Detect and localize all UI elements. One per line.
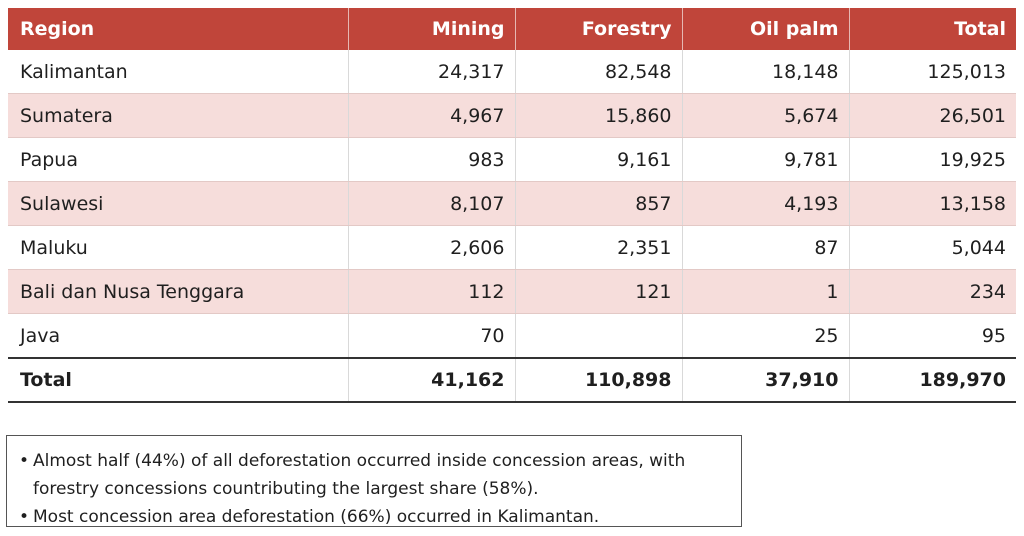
table-total-row: Total 41,162 110,898 37,910 189,970 [8, 357, 1016, 403]
cell-region: Bali dan Nusa Tenggara [8, 269, 349, 314]
column-header-region: Region [8, 8, 349, 50]
cell-forestry: 9,161 [515, 137, 683, 182]
cell-oil-palm: 4,193 [682, 181, 850, 226]
cell-total: 26,501 [849, 93, 1016, 138]
total-label: Total [8, 357, 349, 403]
bullet-icon: • [19, 451, 30, 471]
key-findings-box: • Almost half (44%) of all deforestation… [6, 435, 742, 527]
cell-mining: 2,606 [348, 225, 516, 270]
column-header-oil-palm: Oil palm [682, 8, 850, 50]
cell-region: Kalimantan [8, 50, 349, 94]
table-row: Sumatera 4,967 15,860 5,674 26,501 [8, 93, 1016, 138]
deforestation-table-container: Region Mining Forestry Oil palm Total Ka… [8, 8, 1016, 403]
cell-mining: 112 [348, 269, 516, 314]
total-forestry: 110,898 [515, 357, 683, 403]
cell-total: 234 [849, 269, 1016, 314]
cell-total: 125,013 [849, 50, 1016, 94]
cell-forestry [515, 313, 683, 359]
deforestation-by-region-table: Region Mining Forestry Oil palm Total Ka… [8, 8, 1016, 403]
cell-forestry: 857 [515, 181, 683, 226]
cell-total: 19,925 [849, 137, 1016, 182]
cell-mining: 983 [348, 137, 516, 182]
cell-total: 95 [849, 313, 1016, 359]
cell-oil-palm: 18,148 [682, 50, 850, 94]
total-oil-palm: 37,910 [682, 357, 850, 403]
cell-oil-palm: 87 [682, 225, 850, 270]
cell-region: Papua [8, 137, 349, 182]
finding-item: • Most concession area deforestation (66… [19, 503, 731, 531]
table-row: Maluku 2,606 2,351 87 5,044 [8, 225, 1016, 270]
finding-text: Most concession area deforestation (66%)… [33, 507, 600, 527]
column-header-total: Total [849, 8, 1016, 50]
table-row: Sulawesi 8,107 857 4,193 13,158 [8, 181, 1016, 226]
table-row: Java 70 25 95 [8, 313, 1016, 359]
table-row: Papua 983 9,161 9,781 19,925 [8, 137, 1016, 182]
cell-oil-palm: 5,674 [682, 93, 850, 138]
cell-region: Maluku [8, 225, 349, 270]
finding-text: Almost half (44%) of all deforestation o… [33, 451, 686, 499]
cell-mining: 8,107 [348, 181, 516, 226]
cell-region: Sumatera [8, 93, 349, 138]
cell-total: 13,158 [849, 181, 1016, 226]
cell-oil-palm: 25 [682, 313, 850, 359]
table-header-row: Region Mining Forestry Oil palm Total [8, 8, 1016, 50]
finding-item: • Almost half (44%) of all deforestation… [19, 447, 731, 503]
total-all: 189,970 [849, 357, 1016, 403]
cell-forestry: 82,548 [515, 50, 683, 94]
cell-forestry: 121 [515, 269, 683, 314]
cell-mining: 4,967 [348, 93, 516, 138]
cell-oil-palm: 1 [682, 269, 850, 314]
cell-region: Java [8, 313, 349, 359]
column-header-forestry: Forestry [515, 8, 683, 50]
cell-mining: 24,317 [348, 50, 516, 94]
cell-region: Sulawesi [8, 181, 349, 226]
cell-forestry: 2,351 [515, 225, 683, 270]
cell-oil-palm: 9,781 [682, 137, 850, 182]
table-row: Kalimantan 24,317 82,548 18,148 125,013 [8, 50, 1016, 94]
table-row: Bali dan Nusa Tenggara 112 121 1 234 [8, 269, 1016, 314]
cell-mining: 70 [348, 313, 516, 359]
bullet-icon: • [19, 507, 30, 527]
cell-forestry: 15,860 [515, 93, 683, 138]
cell-total: 5,044 [849, 225, 1016, 270]
total-mining: 41,162 [348, 357, 516, 403]
column-header-mining: Mining [348, 8, 516, 50]
